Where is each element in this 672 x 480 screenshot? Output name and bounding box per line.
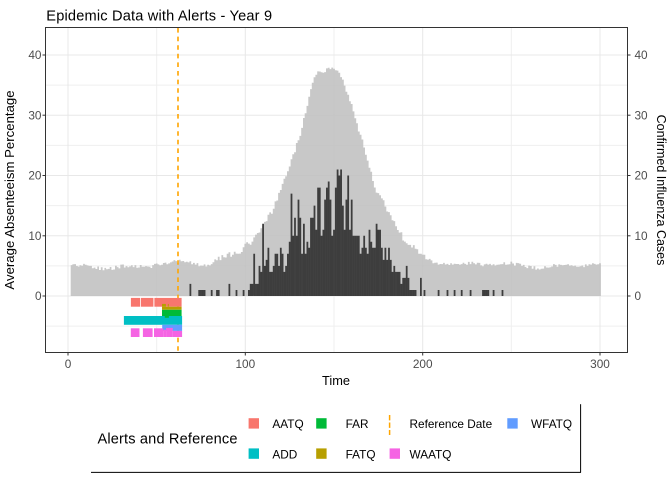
- svg-text:Alerts and Reference: Alerts and Reference: [98, 432, 238, 448]
- svg-text:30: 30: [28, 108, 42, 122]
- svg-text:Reference Date: Reference Date: [410, 417, 493, 431]
- svg-text:WAATQ: WAATQ: [410, 447, 452, 461]
- svg-text:Time: Time: [322, 373, 350, 388]
- svg-text:ADD: ADD: [272, 447, 297, 461]
- svg-text:40: 40: [28, 48, 42, 62]
- svg-text:0: 0: [35, 289, 42, 303]
- svg-text:Epidemic Data with Alerts - Ye: Epidemic Data with Alerts - Year 9: [46, 8, 272, 24]
- svg-text:10: 10: [635, 229, 649, 243]
- svg-text:20: 20: [28, 169, 42, 183]
- svg-text:10: 10: [28, 229, 42, 243]
- svg-text:WFATQ: WFATQ: [531, 417, 572, 431]
- svg-text:200: 200: [413, 357, 433, 371]
- svg-text:FAR: FAR: [346, 417, 369, 431]
- svg-text:FATQ: FATQ: [346, 447, 376, 461]
- svg-text:20: 20: [635, 169, 649, 183]
- svg-text:100: 100: [235, 357, 255, 371]
- svg-text:0: 0: [65, 357, 72, 371]
- svg-text:Confirmed Influenza Cases: Confirmed Influenza Cases: [654, 115, 668, 266]
- svg-text:40: 40: [635, 48, 649, 62]
- svg-text:AATQ: AATQ: [272, 417, 303, 431]
- svg-text:300: 300: [590, 357, 610, 371]
- svg-text:Average Absenteeism Percentage: Average Absenteeism Percentage: [2, 90, 17, 289]
- svg-text:0: 0: [635, 289, 642, 303]
- svg-text:30: 30: [635, 108, 649, 122]
